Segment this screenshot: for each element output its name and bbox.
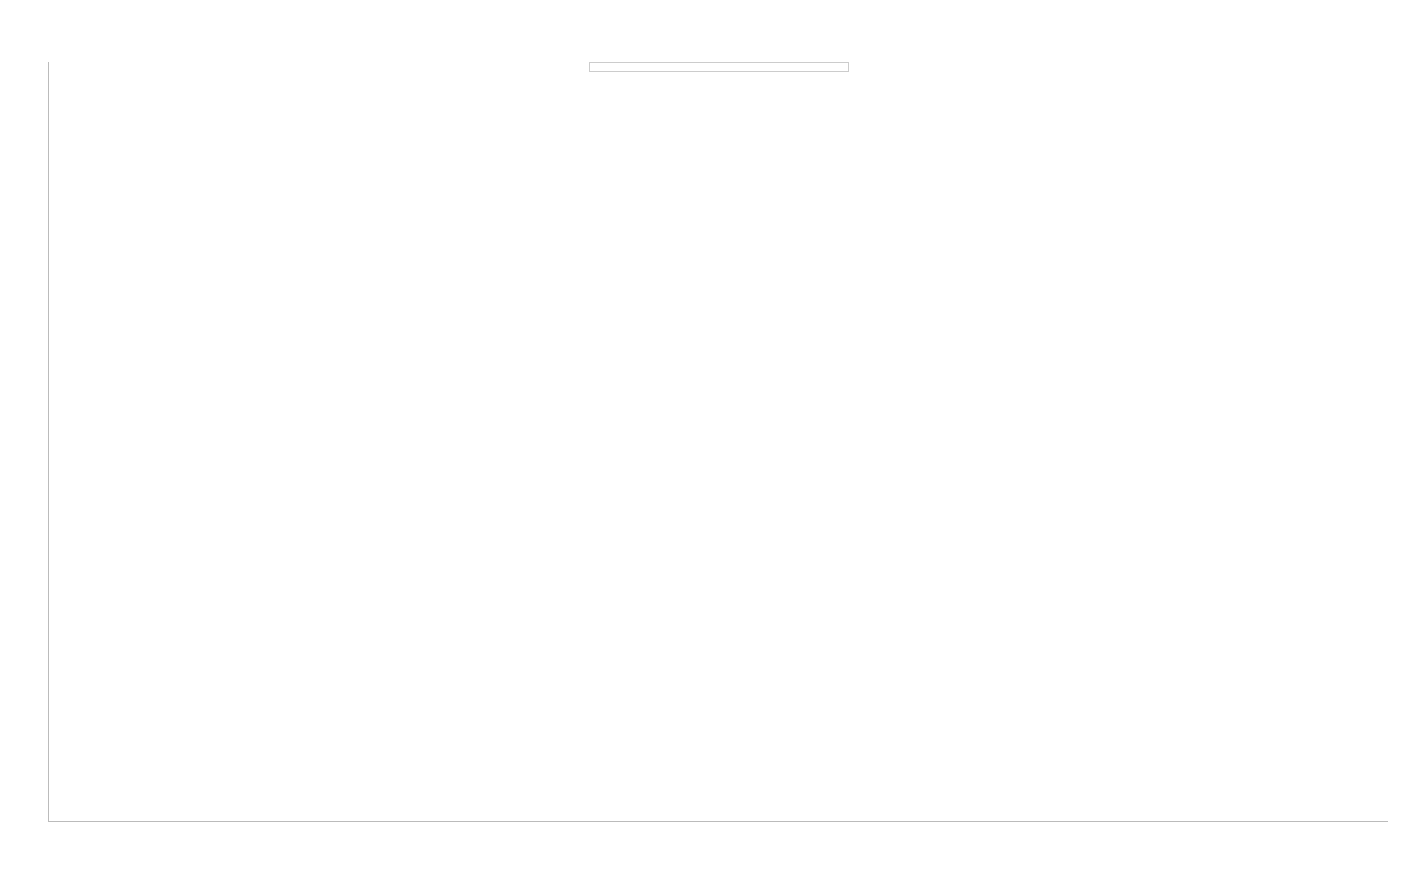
correlation-legend [589, 62, 849, 72]
chart-plot-area [48, 62, 1388, 822]
scatter-svg [49, 62, 1388, 821]
